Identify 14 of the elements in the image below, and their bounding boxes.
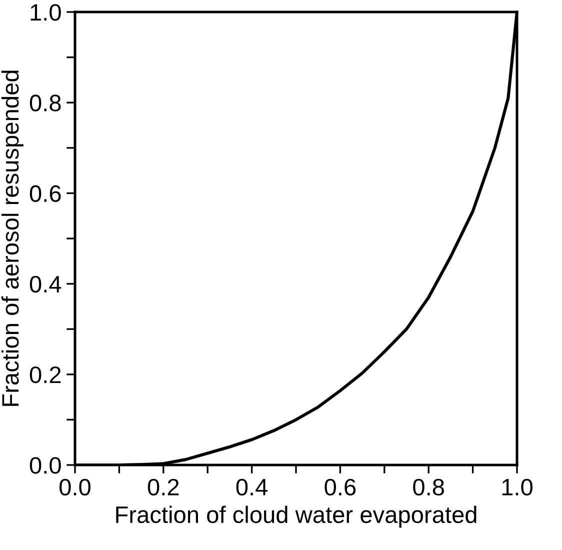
x-tick-label: 0.8: [413, 478, 444, 496]
text: 0.0: [60, 478, 90, 496]
x-tick-label: 0.2: [148, 478, 179, 496]
y-tick-label: 0.2: [30, 366, 61, 384]
text: 1.0: [30, 4, 61, 21]
x-tick-label: 0.6: [324, 478, 356, 496]
text: 1.0: [502, 478, 532, 496]
text: 0.0: [30, 457, 61, 474]
x-axis-title: Fraction of cloud water evaporated: [116, 506, 476, 528]
y-tick-label: 0.4: [30, 276, 62, 293]
x-tick-label: 0.4: [236, 478, 268, 496]
y-tick-label: 0.8: [30, 94, 61, 112]
y-tick-label: 0.6: [30, 185, 61, 202]
y-axis-title: Fraction of aerosol resuspended: [1, 70, 24, 406]
